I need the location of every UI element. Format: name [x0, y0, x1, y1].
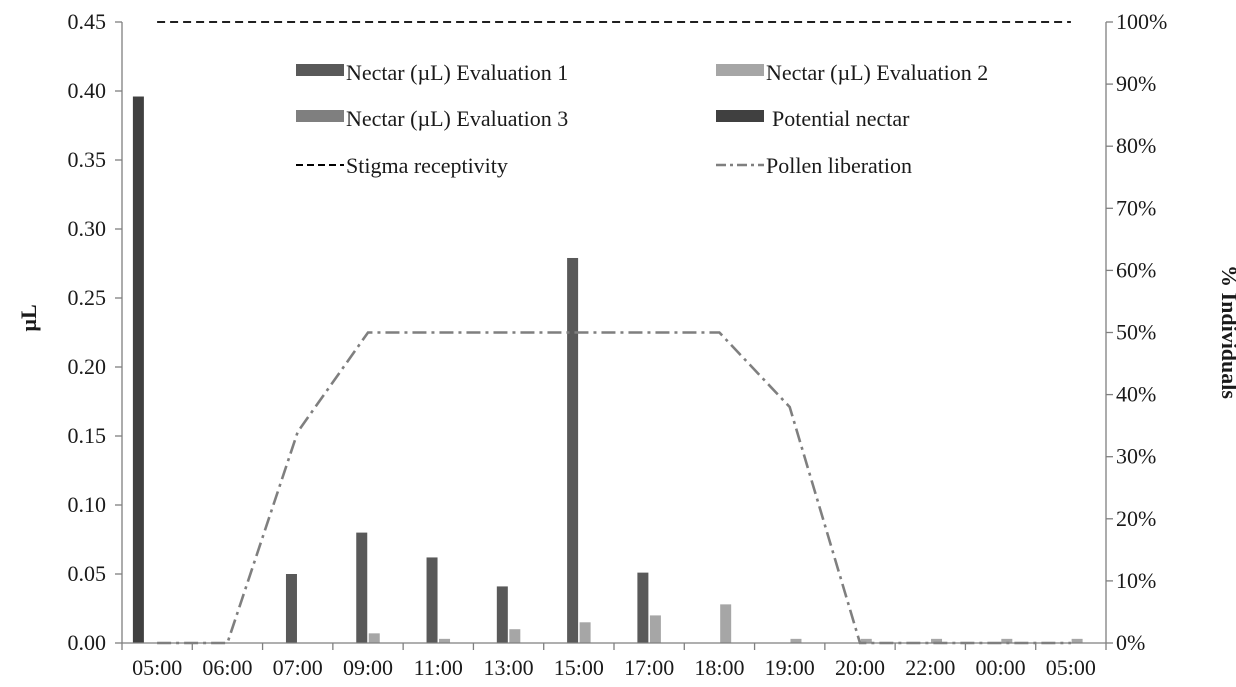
x-tick-label: 18:00	[694, 655, 744, 680]
x-tick-label: 09:00	[343, 655, 393, 680]
y2-tick-label: 60%	[1116, 257, 1156, 282]
y2-tick-label: 10%	[1116, 568, 1156, 593]
bar	[790, 638, 802, 643]
bar	[720, 604, 732, 643]
y-axis-title: µL	[16, 304, 41, 331]
bar	[426, 557, 438, 643]
y-tick-label: 0.30	[68, 216, 107, 241]
bar	[931, 638, 943, 643]
legend-label: Nectar (µL) Evaluation 1	[346, 60, 568, 85]
legend-swatch	[716, 110, 764, 122]
legend-swatch	[296, 64, 344, 76]
bar-layer	[132, 96, 1083, 643]
y-tick-label: 0.25	[68, 285, 107, 310]
bar	[567, 257, 579, 643]
x-tick-label: 05:00	[1046, 655, 1096, 680]
bar	[285, 574, 297, 643]
y-tick-label: 0.45	[68, 9, 107, 34]
y2-tick-label: 70%	[1116, 195, 1156, 220]
y-tick-label: 0.35	[68, 147, 107, 172]
y-tick-label: 0.00	[68, 630, 107, 655]
x-tick-label: 05:00	[132, 655, 182, 680]
bar	[132, 96, 144, 643]
y2-tick-label: 80%	[1116, 133, 1156, 158]
y2-tick-label: 100%	[1116, 9, 1167, 34]
x-tick-label: 19:00	[765, 655, 815, 680]
bar	[509, 629, 521, 643]
tick-layer: 0.00 0.05 0.10 0.15 0.20 0.25 0.30 0.35 0.40 0.45…	[68, 9, 1168, 680]
bar	[356, 532, 368, 643]
y-tick-label: 0.20	[68, 354, 107, 379]
bar	[1071, 638, 1083, 643]
legend-label: Nectar (µL) Evaluation 3	[346, 106, 568, 131]
bar	[439, 638, 451, 643]
legend-label: Nectar (µL) Evaluation 2	[766, 60, 988, 85]
bar	[1001, 638, 1013, 643]
y2-tick-label: 40%	[1116, 382, 1156, 407]
y2-tick-label: 30%	[1116, 444, 1156, 469]
legend-label: Stigma receptivity	[346, 153, 508, 178]
bar	[637, 572, 649, 643]
y2-axis-title: % Individuals	[1217, 265, 1236, 399]
y-tick-label: 0.10	[68, 492, 107, 517]
y-tick-label: 0.40	[68, 78, 107, 103]
x-tick-label: 15:00	[554, 655, 604, 680]
bar	[649, 615, 661, 643]
y2-tick-label: 20%	[1116, 506, 1156, 531]
legend-label: Pollen liberation	[766, 153, 912, 178]
x-tick-label: 07:00	[273, 655, 323, 680]
y2-tick-label: 90%	[1116, 71, 1156, 96]
x-tick-label: 06:00	[202, 655, 252, 680]
line-layer	[157, 21, 1071, 645]
y2-tick-label: 0%	[1116, 630, 1145, 655]
y-tick-label: 0.05	[68, 561, 107, 586]
x-tick-label: 13:00	[484, 655, 534, 680]
y2-tick-label: 50%	[1116, 320, 1156, 345]
bar	[368, 633, 380, 643]
legend: Nectar (µL) Evaluation 1 Nectar (µL) Eval…	[296, 60, 988, 178]
bar	[579, 622, 591, 643]
x-tick-label: 17:00	[624, 655, 674, 680]
x-tick-label: 00:00	[976, 655, 1026, 680]
x-tick-label: 20:00	[835, 655, 885, 680]
x-tick-label: 11:00	[414, 655, 463, 680]
legend-swatch	[296, 110, 344, 122]
x-tick-label: 22:00	[905, 655, 955, 680]
bar	[860, 638, 872, 643]
legend-label: Potential nectar	[772, 106, 910, 131]
bar	[496, 586, 508, 643]
y-tick-label: 0.15	[68, 423, 107, 448]
legend-swatch	[716, 64, 764, 76]
